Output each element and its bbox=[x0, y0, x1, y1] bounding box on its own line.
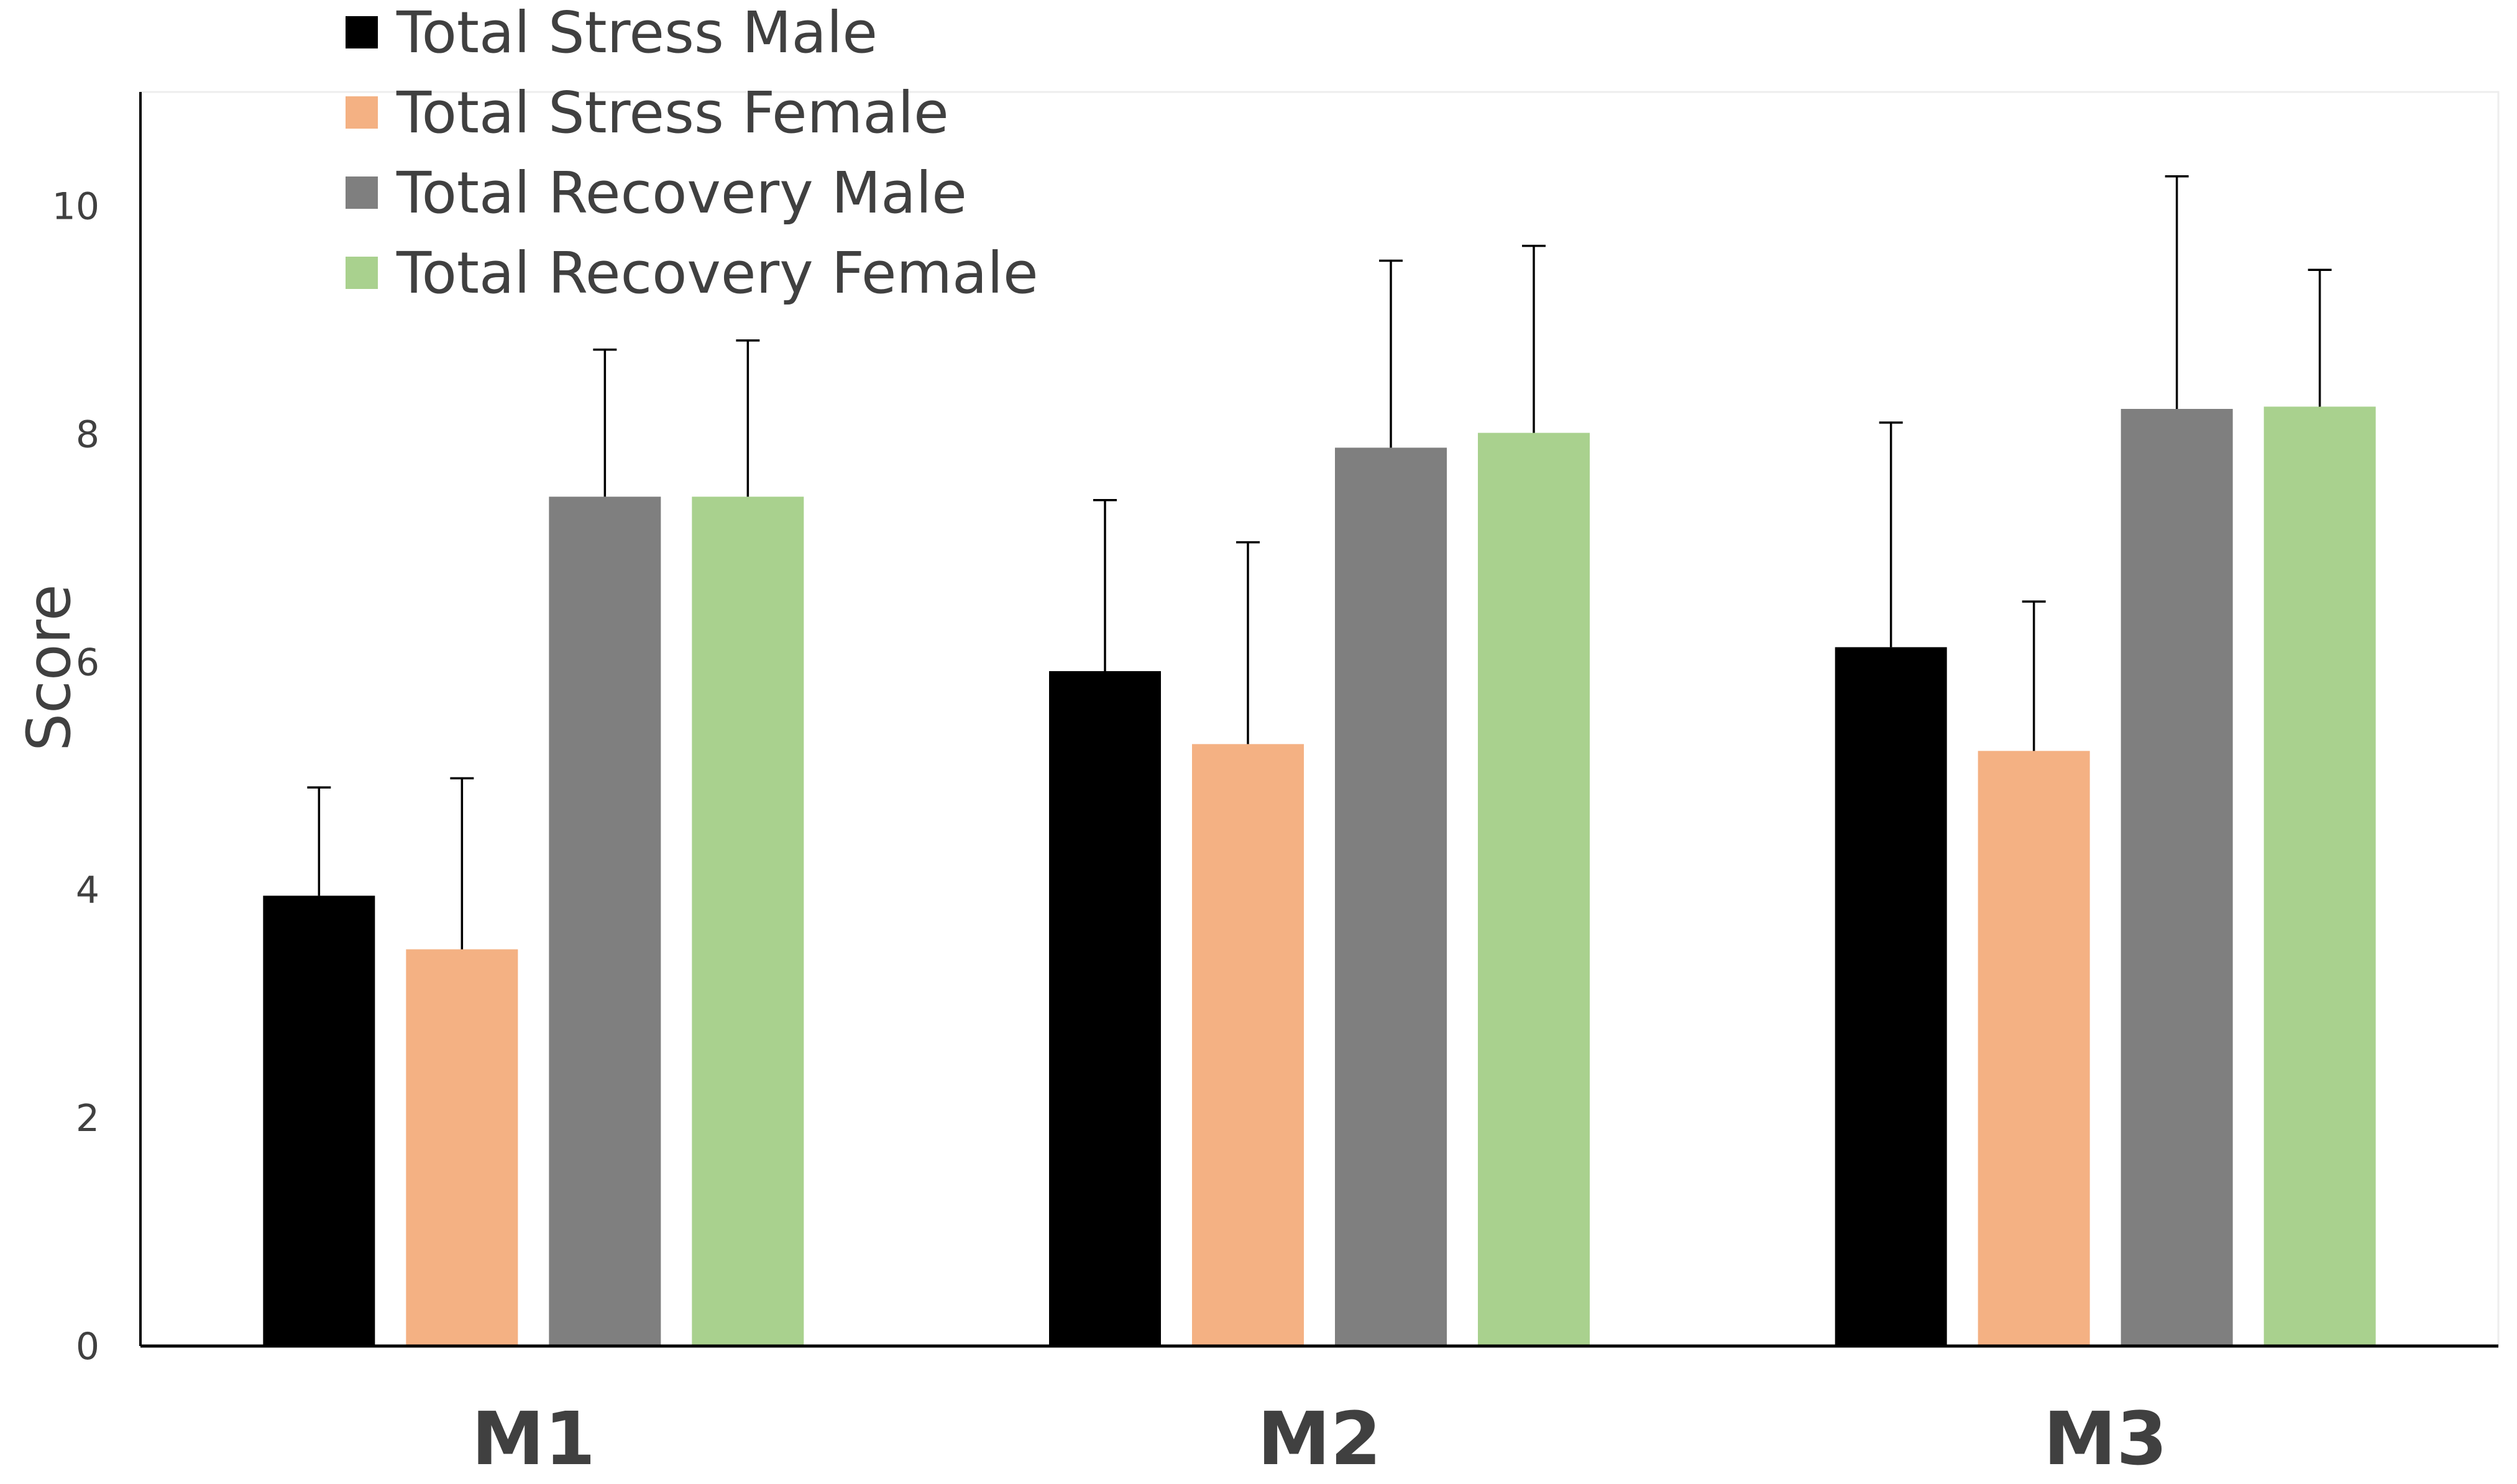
legend-swatch-total-stress-male bbox=[346, 16, 378, 48]
bar-m2-total-stress-female bbox=[1192, 744, 1304, 1346]
bar-m1-total-stress-female bbox=[406, 949, 518, 1346]
y-tick-label-0: 0 bbox=[76, 1325, 99, 1368]
bar-m2-total-stress-male bbox=[1049, 671, 1161, 1346]
y-tick-label-8: 8 bbox=[76, 413, 99, 456]
legend-swatch-total-recovery-female bbox=[346, 257, 378, 289]
y-tick-label-10: 10 bbox=[52, 185, 99, 228]
legend-label-total-stress-female: Total Stress Female bbox=[396, 80, 949, 146]
x-tick-label-m3: M3 bbox=[2043, 1396, 2168, 1481]
y-tick-label-2: 2 bbox=[76, 1097, 99, 1140]
y-axis-title: Score bbox=[14, 584, 84, 751]
legend-label-total-recovery-male: Total Recovery Male bbox=[396, 160, 967, 226]
bar-m1-total-stress-male bbox=[263, 895, 375, 1346]
bar-m1-total-recovery-male bbox=[549, 497, 661, 1346]
bar-m3-total-stress-female bbox=[1978, 751, 2090, 1346]
bar-m3-total-stress-male bbox=[1835, 647, 1947, 1346]
y-tick-label-4: 4 bbox=[76, 869, 99, 912]
bar-m2-total-recovery-male bbox=[1335, 447, 1447, 1346]
bar-m2-total-recovery-female bbox=[1478, 433, 1590, 1347]
bar-m1-total-recovery-female bbox=[692, 497, 804, 1346]
x-tick-label-m1: M1 bbox=[472, 1396, 596, 1481]
bar-m3-total-recovery-female bbox=[2263, 406, 2376, 1347]
legend-label-total-stress-male: Total Stress Male bbox=[396, 0, 878, 66]
legend-label-total-recovery-female: Total Recovery Female bbox=[396, 240, 1038, 306]
y-tick-label-6: 6 bbox=[76, 641, 99, 684]
bar-m3-total-recovery-male bbox=[2120, 409, 2233, 1346]
legend-swatch-total-recovery-male bbox=[346, 176, 378, 209]
x-tick-label-m2: M2 bbox=[1257, 1396, 1382, 1481]
legend-swatch-total-stress-female bbox=[346, 96, 378, 129]
